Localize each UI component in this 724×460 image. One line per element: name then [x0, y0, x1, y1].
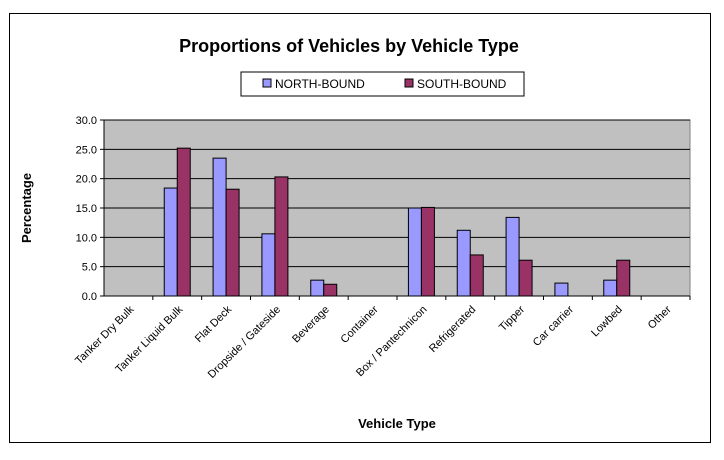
- y-tick-label: 25.0: [76, 144, 97, 156]
- bar-south: [616, 259, 631, 297]
- x-tick-label: Tipper: [497, 303, 527, 333]
- x-tick-label: Lowbed: [589, 304, 625, 340]
- legend-swatch-south: [404, 78, 414, 88]
- legend-box: [240, 71, 525, 97]
- legend-label-north: NORTH-BOUND: [275, 77, 365, 91]
- y-tick-label: 0.0: [82, 291, 97, 303]
- bar-south: [469, 254, 484, 297]
- y-axis-title: Percentage: [19, 173, 34, 243]
- bar-north: [505, 216, 520, 297]
- legend-label-south: SOUTH-BOUND: [417, 77, 507, 91]
- bar-south: [420, 206, 435, 297]
- bar-north: [554, 282, 569, 297]
- x-axis-title: Vehicle Type: [358, 416, 436, 431]
- y-tick-label: 20.0: [76, 174, 97, 186]
- bar-north: [163, 187, 178, 297]
- x-tick-label: Car carrier: [531, 303, 576, 348]
- legend-swatch-north: [262, 78, 272, 88]
- x-tick-label: Flat Deck: [193, 303, 235, 345]
- bar-north: [407, 207, 422, 297]
- y-tick-label: 30.0: [76, 115, 97, 127]
- y-tick-label: 15.0: [76, 203, 97, 215]
- legend: NORTH-BOUND SOUTH-BOUND: [240, 71, 525, 97]
- y-tick-label: 10.0: [76, 232, 97, 244]
- gridlines: [104, 119, 690, 268]
- bar-north: [212, 157, 227, 297]
- bar-south: [274, 176, 289, 297]
- bar-south: [225, 188, 240, 297]
- bar-north: [603, 279, 618, 297]
- y-tick-label: 5.0: [82, 262, 97, 274]
- bar-north: [456, 229, 471, 297]
- bar-north: [261, 233, 276, 297]
- x-tick-label: Container: [338, 303, 380, 345]
- bar-south: [323, 283, 338, 297]
- x-tick-label: Other: [646, 303, 674, 331]
- bar-north: [310, 279, 325, 297]
- x-tick-label: Refrigerated: [427, 304, 478, 355]
- bar-south: [518, 259, 533, 297]
- x-tick-label: Beverage: [290, 304, 332, 346]
- y-axis-ticks: 0.0 5.0 10.0 15.0 20.0 25.0 30.0: [76, 115, 104, 303]
- bar-south: [176, 147, 191, 297]
- chart-title: Proportions of Vehicles by Vehicle Type: [179, 36, 519, 56]
